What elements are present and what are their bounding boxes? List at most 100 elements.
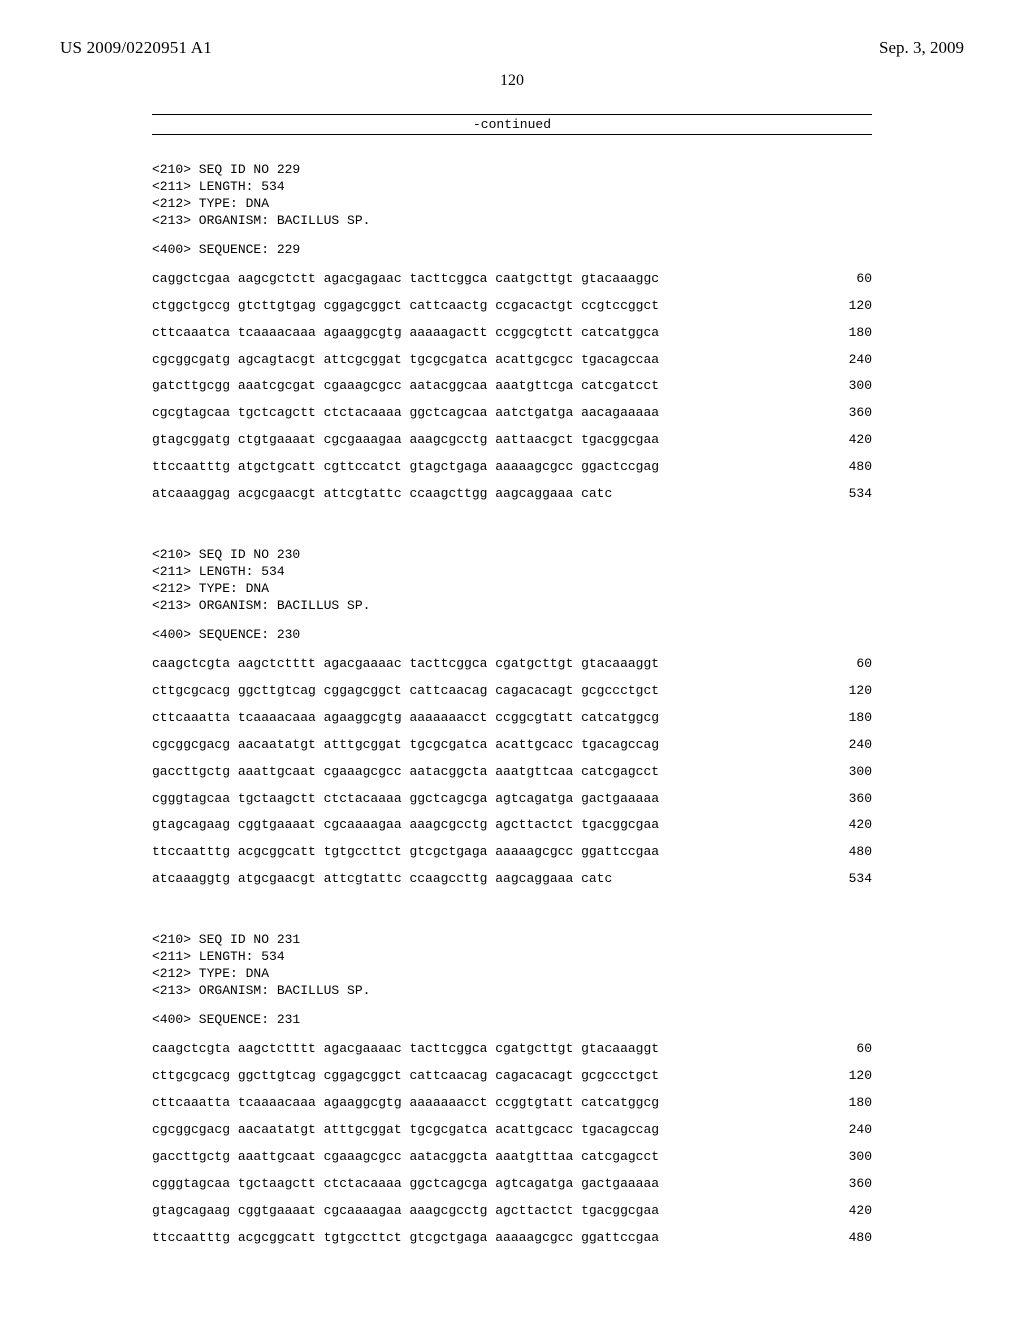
sequence-bases: cgcggcgacg aacaatatgt atttgcggat tgcgcga… xyxy=(152,738,659,753)
continued-banner: -continued xyxy=(152,114,872,135)
sequence-bases: ctggctgccg gtcttgtgag cggagcggct cattcaa… xyxy=(152,299,659,314)
sequence-position: 420 xyxy=(831,433,872,448)
sequence-meta-line: <213> ORGANISM: BACILLUS SP. xyxy=(152,984,872,999)
sequence-label: <400> SEQUENCE: 231 xyxy=(152,1013,872,1028)
sequence-row: ttccaatttg acgcggcatt tgtgccttct gtcgctg… xyxy=(152,1231,872,1246)
sequence-row: gtagcagaag cggtgaaaat cgcaaaagaa aaagcgc… xyxy=(152,818,872,833)
sequence-meta-line: <210> SEQ ID NO 231 xyxy=(152,933,872,948)
sequence-row: gaccttgctg aaattgcaat cgaaagcgcc aatacgg… xyxy=(152,1150,872,1165)
sequence-block: <210> SEQ ID NO 230<211> LENGTH: 534<212… xyxy=(152,536,872,887)
sequence-row: gaccttgctg aaattgcaat cgaaagcgcc aatacgg… xyxy=(152,765,872,780)
spacer xyxy=(152,260,872,272)
sequence-meta-line: <211> LENGTH: 534 xyxy=(152,180,872,195)
sequence-row: ttccaatttg acgcggcatt tgtgccttct gtcgctg… xyxy=(152,845,872,860)
sequence-row: cttgcgcacg ggcttgtcag cggagcggct cattcaa… xyxy=(152,1069,872,1084)
sequence-bases: caggctcgaa aagcgctctt agacgagaac tacttcg… xyxy=(152,272,659,287)
sequence-bases: cgcggcgatg agcagtacgt attcgcggat tgcgcga… xyxy=(152,353,659,368)
sequence-row: ttccaatttg atgctgcatt cgttccatct gtagctg… xyxy=(152,460,872,475)
sequence-row: atcaaaggag acgcgaacgt attcgtattc ccaagct… xyxy=(152,487,872,502)
sequence-bases: cgcgtagcaa tgctcagctt ctctacaaaa ggctcag… xyxy=(152,406,659,421)
sequence-position: 180 xyxy=(831,711,872,726)
sequence-position: 360 xyxy=(831,1177,872,1192)
publication-number: US 2009/0220951 A1 xyxy=(60,38,212,58)
sequence-row: cgggtagcaa tgctaagctt ctctacaaaa ggctcag… xyxy=(152,1177,872,1192)
sequence-bases: cttcaaatta tcaaaacaaa agaaggcgtg aaaaaaa… xyxy=(152,711,659,726)
sequence-listing: <210> SEQ ID NO 229 <211> LENGTH: 534 <212… xyxy=(60,151,964,1279)
sequence-row: cttcaaatca tcaaaacaaa agaaggcgtg aaaaaga… xyxy=(152,326,872,341)
sequence-position: 480 xyxy=(831,845,872,860)
sequence-row: gatcttgcgg aaatcgcgat cgaaagcgcc aatacgg… xyxy=(152,379,872,394)
sequence-row: gtagcggatg ctgtgaaaat cgcgaaagaa aaagcgc… xyxy=(152,433,872,448)
page-number: 120 xyxy=(60,72,964,90)
sequence-position: 300 xyxy=(831,1150,872,1165)
sequence-bases: cgggtagcaa tgctaagctt ctctacaaaa ggctcag… xyxy=(152,1177,659,1192)
sequence-label: <400> SEQUENCE: 230 xyxy=(152,628,872,643)
sequence-bases: gtagcggatg ctgtgaaaat cgcgaaagaa aaagcgc… xyxy=(152,433,659,448)
sequence-meta-line: <210> SEQ ID NO 229 xyxy=(152,163,872,178)
sequence-row: caagctcgta aagctctttt agacgaaaac tacttcg… xyxy=(152,657,872,672)
sequence-position: 60 xyxy=(832,272,872,287)
sequence-bases: gtagcagaag cggtgaaaat cgcaaaagaa aaagcgc… xyxy=(152,818,659,833)
sequence-meta-line: <211> LENGTH: 534 xyxy=(152,565,872,580)
sequence-bases: gatcttgcgg aaatcgcgat cgaaagcgcc aatacgg… xyxy=(152,379,659,394)
sequence-position: 480 xyxy=(831,460,872,475)
sequence-row: gtagcagaag cggtgaaaat cgcaaaagaa aaagcgc… xyxy=(152,1204,872,1219)
sequence-bases: cttgcgcacg ggcttgtcag cggagcggct cattcaa… xyxy=(152,684,659,699)
sequence-bases: caagctcgta aagctctttt agacgaaaac tacttcg… xyxy=(152,657,659,672)
sequence-row: ctggctgccg gtcttgtgag cggagcggct cattcaa… xyxy=(152,299,872,314)
sequence-bases: caagctcgta aagctctttt agacgaaaac tacttcg… xyxy=(152,1042,659,1057)
rule-top xyxy=(152,114,872,115)
sequence-bases: ttccaatttg atgctgcatt cgttccatct gtagctg… xyxy=(152,460,659,475)
sequence-bases: cttgcgcacg ggcttgtcag cggagcggct cattcaa… xyxy=(152,1069,659,1084)
sequence-bases: atcaaaggtg atgcgaacgt attcgtattc ccaagcc… xyxy=(152,872,612,887)
sequence-position: 480 xyxy=(831,1231,872,1246)
sequence-bases: cttcaaatta tcaaaacaaa agaaggcgtg aaaaaaa… xyxy=(152,1096,659,1111)
sequence-row: caggctcgaa aagcgctctt agacgagaac tacttcg… xyxy=(152,272,872,287)
sequence-position: 534 xyxy=(831,872,872,887)
spacer xyxy=(152,231,872,243)
sequence-position: 120 xyxy=(831,684,872,699)
sequence-position: 60 xyxy=(832,657,872,672)
sequence-meta-line: <213> ORGANISM: BACILLUS SP. xyxy=(152,214,872,229)
sequence-position: 180 xyxy=(831,326,872,341)
sequence-row: cgcggcgatg agcagtacgt attcgcggat tgcgcga… xyxy=(152,353,872,368)
sequence-position: 60 xyxy=(832,1042,872,1057)
block-gap xyxy=(60,1257,964,1279)
sequence-position: 420 xyxy=(831,818,872,833)
sequence-label: <400> SEQUENCE: 229 xyxy=(152,243,872,258)
continued-label: -continued xyxy=(152,117,872,132)
sequence-position: 360 xyxy=(831,792,872,807)
sequence-position: 240 xyxy=(831,1123,872,1138)
sequence-meta-line: <213> ORGANISM: BACILLUS SP. xyxy=(152,599,872,614)
sequence-meta-line: <211> LENGTH: 534 xyxy=(152,950,872,965)
sequence-row: cttcaaatta tcaaaacaaa agaaggcgtg aaaaaaa… xyxy=(152,711,872,726)
sequence-row: cttgcgcacg ggcttgtcag cggagcggct cattcaa… xyxy=(152,684,872,699)
sequence-bases: cgggtagcaa tgctaagctt ctctacaaaa ggctcag… xyxy=(152,792,659,807)
sequence-bases: cgcggcgacg aacaatatgt atttgcggat tgcgcga… xyxy=(152,1123,659,1138)
sequence-position: 240 xyxy=(831,738,872,753)
sequence-bases: gtagcagaag cggtgaaaat cgcaaaagaa aaagcgc… xyxy=(152,1204,659,1219)
sequence-bases: atcaaaggag acgcgaacgt attcgtattc ccaagct… xyxy=(152,487,612,502)
sequence-position: 360 xyxy=(831,406,872,421)
sequence-row: cttcaaatta tcaaaacaaa agaaggcgtg aaaaaaa… xyxy=(152,1096,872,1111)
block-gap xyxy=(60,899,964,921)
sequence-position: 180 xyxy=(831,1096,872,1111)
sequence-row: atcaaaggtg atgcgaacgt attcgtattc ccaagcc… xyxy=(152,872,872,887)
sequence-meta-line: <210> SEQ ID NO 230 xyxy=(152,548,872,563)
sequence-row: cgcgtagcaa tgctcagctt ctctacaaaa ggctcag… xyxy=(152,406,872,421)
sequence-position: 420 xyxy=(831,1204,872,1219)
spacer xyxy=(152,645,872,657)
page-container: US 2009/0220951 A1 Sep. 3, 2009 120 -con… xyxy=(0,0,1024,1279)
rule-bottom xyxy=(152,134,872,135)
sequence-position: 240 xyxy=(831,353,872,368)
sequence-position: 300 xyxy=(831,379,872,394)
sequence-block: <210> SEQ ID NO 229 <211> LENGTH: 534 <212… xyxy=(152,151,872,502)
publication-date: Sep. 3, 2009 xyxy=(879,38,964,58)
sequence-position: 120 xyxy=(831,299,872,314)
sequence-block: <210> SEQ ID NO 231 <211> LENGTH: 534 <212… xyxy=(152,921,872,1245)
sequence-row: cgcggcgacg aacaatatgt atttgcggat tgcgcga… xyxy=(152,738,872,753)
sequence-row: cgcggcgacg aacaatatgt atttgcggat tgcgcga… xyxy=(152,1123,872,1138)
block-gap xyxy=(60,514,964,536)
sequence-meta-line: <212> TYPE: DNA xyxy=(152,967,872,982)
sequence-meta-line: <212> TYPE: DNA xyxy=(152,197,872,212)
